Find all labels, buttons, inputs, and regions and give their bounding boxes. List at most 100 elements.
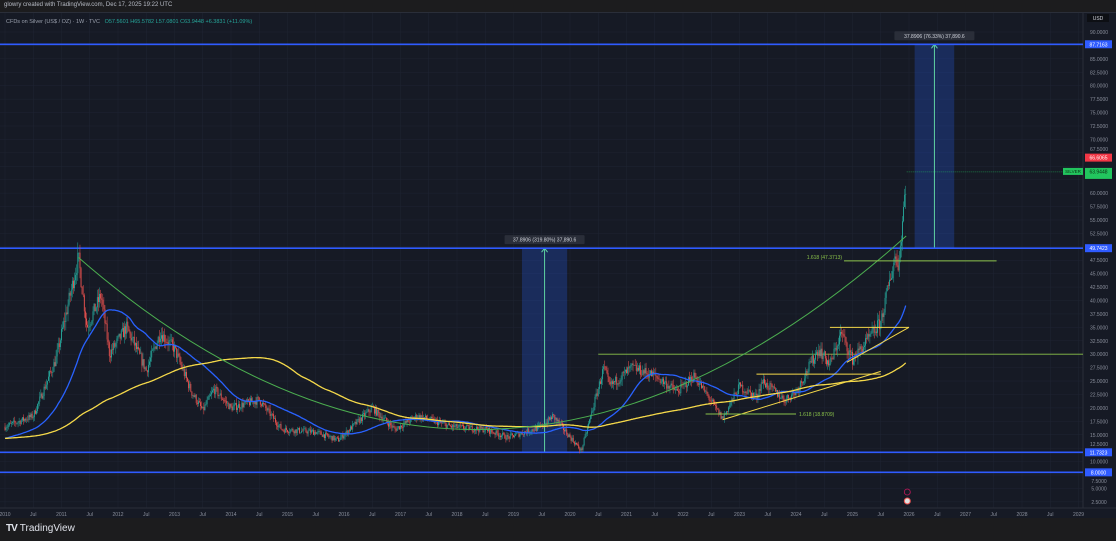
candle-body — [237, 407, 238, 410]
candle-body — [194, 395, 196, 397]
candle-body — [809, 361, 811, 362]
candle-body — [722, 416, 724, 419]
event-marker-icon[interactable] — [903, 488, 911, 496]
candle-body — [817, 351, 819, 356]
candle-body — [835, 347, 837, 351]
symbol-title[interactable]: CFDs on Silver (US$ / OZ) · 1W · TVC — [6, 19, 101, 25]
candle-body — [819, 350, 821, 357]
candle-body — [789, 398, 790, 399]
candle-body — [761, 382, 763, 384]
y-tick-label: 42.5000 — [1090, 285, 1108, 291]
candle-body — [93, 303, 95, 312]
candle-body — [599, 381, 601, 384]
candle-body — [828, 360, 830, 366]
candle-body — [747, 389, 749, 394]
x-tick-label: Jul — [30, 512, 36, 518]
candle-body — [666, 381, 668, 389]
candle-body — [95, 307, 97, 312]
candle-body — [112, 349, 114, 351]
x-tick-label: Jul — [765, 512, 771, 518]
candle-body — [621, 372, 623, 380]
candle-body — [780, 398, 782, 400]
x-tick-label: 2026 — [903, 512, 914, 518]
candle-body — [128, 326, 130, 332]
tradingview-logo[interactable]: TV TradingView — [6, 523, 75, 534]
candle-body — [502, 433, 504, 436]
y-tick-label: 40.0000 — [1090, 299, 1108, 305]
candle-body — [145, 367, 147, 371]
candle-body — [126, 321, 128, 334]
candle-body — [703, 385, 705, 387]
candle-body — [860, 346, 862, 349]
candle-body — [886, 285, 888, 292]
candle-body — [199, 401, 200, 403]
candle-body — [75, 274, 77, 281]
candle-body — [137, 347, 139, 350]
candle-body — [692, 381, 694, 383]
candle-body — [873, 327, 875, 333]
candle-body — [516, 432, 518, 434]
candle-body — [220, 393, 222, 399]
candle-body — [570, 436, 572, 441]
candle-body — [322, 434, 324, 437]
candle-body — [634, 364, 636, 366]
candle-body — [551, 417, 552, 420]
candle-body — [396, 427, 398, 431]
candle-body — [604, 366, 606, 368]
candle-body — [353, 423, 355, 424]
candle-body — [893, 262, 895, 272]
candle-body — [517, 432, 519, 434]
candle-body — [306, 431, 308, 434]
candle-body — [184, 371, 186, 377]
candle-body — [608, 376, 610, 382]
y-tick-label: 85.0000 — [1090, 57, 1108, 63]
flag-event-icon[interactable] — [903, 497, 911, 505]
candle-body — [388, 423, 389, 427]
candle-body — [857, 348, 859, 358]
candle-body — [8, 422, 10, 426]
candle-body — [216, 386, 218, 389]
candle-body — [385, 417, 387, 422]
candle-body — [174, 345, 175, 352]
candle-body — [611, 381, 613, 384]
candle-body — [721, 416, 723, 419]
candle-body — [461, 425, 463, 426]
candle-body — [166, 342, 168, 343]
candle-body — [339, 440, 341, 442]
x-tick-label: Jul — [539, 512, 545, 518]
candle-body — [513, 435, 514, 438]
y-tick-label: 77.5000 — [1090, 97, 1108, 103]
candle-body — [345, 430, 347, 434]
candle-body — [390, 422, 392, 426]
candle-body — [743, 392, 745, 393]
candle-body — [528, 428, 530, 433]
candle-body — [742, 384, 744, 393]
candle-body — [718, 409, 720, 415]
candle-body — [623, 371, 625, 373]
candle-body — [767, 383, 769, 389]
candle-body — [699, 382, 701, 384]
candle-body — [671, 383, 673, 385]
candle-body — [657, 377, 659, 379]
candle-body — [447, 423, 449, 425]
candle-body — [70, 289, 72, 296]
candle-body — [585, 433, 587, 435]
candle-body — [451, 426, 453, 428]
candle-body — [602, 369, 604, 380]
candle-body — [188, 381, 190, 389]
y-tick-label: 52.5000 — [1090, 231, 1108, 237]
level-price-label: 8.0000 — [1091, 470, 1107, 476]
candle-body — [793, 392, 795, 394]
candle-body — [702, 385, 704, 388]
candle-body — [258, 397, 260, 401]
candle-body — [565, 429, 567, 432]
candle-body — [578, 444, 580, 449]
candle-body — [483, 430, 485, 433]
candle-body — [794, 392, 796, 396]
candle-body — [883, 312, 885, 318]
candle-body — [305, 428, 307, 432]
moving-average-50 — [4, 305, 907, 439]
x-tick-label: 2015 — [282, 512, 293, 518]
currency-label[interactable]: USD — [1093, 16, 1104, 22]
